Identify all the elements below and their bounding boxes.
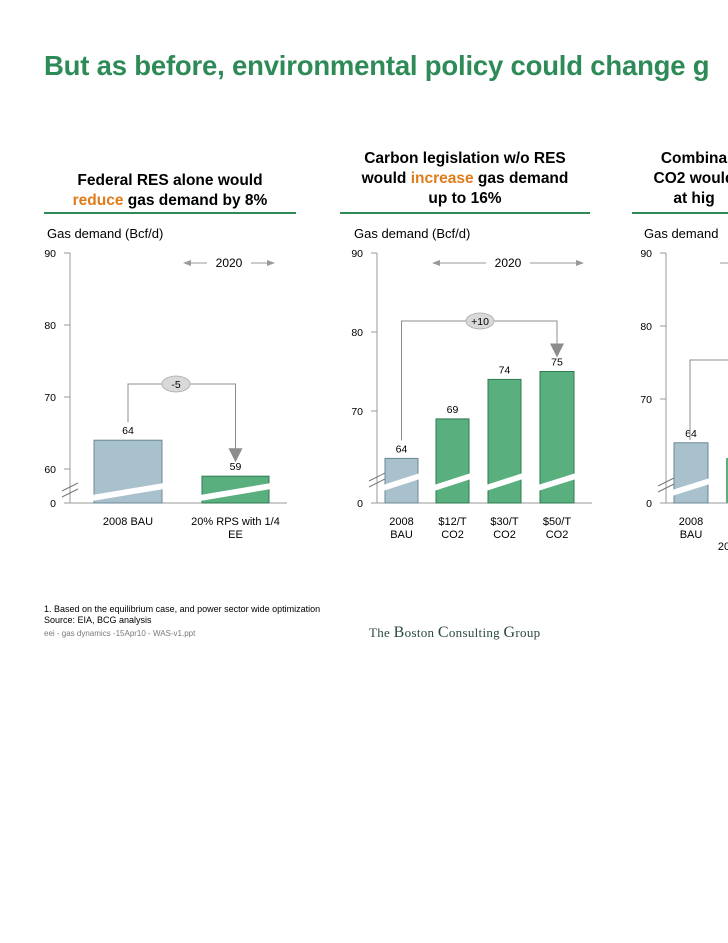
highlight-word: increase: [411, 170, 474, 187]
bar-break: [92, 483, 164, 501]
chart-header-line: Combina: [661, 150, 728, 167]
header-text: Federal RES alone would: [77, 172, 262, 189]
y-axis-label: Gas demand (Bcf/d): [354, 226, 470, 241]
bcg-logo: The Boston Consulting Group: [369, 624, 541, 641]
bar: [673, 442, 709, 504]
bar-break: [486, 473, 523, 491]
footnote: 1. Based on the equilibrium case, and po…: [44, 604, 321, 614]
data-label: 69: [447, 404, 459, 416]
x-tick-label: BAU: [680, 529, 703, 541]
bar-break: [538, 473, 576, 491]
x-tick-label: CO2: [493, 529, 516, 541]
y-tick-label: 70: [44, 392, 56, 404]
data-label: 64: [685, 428, 697, 440]
data-label: 64: [396, 443, 408, 455]
data-label: 74: [499, 364, 511, 376]
down-arrow-icon: [550, 343, 564, 358]
bar-break: [672, 478, 710, 496]
header-text: would: [361, 170, 411, 187]
y-tick-label: 70: [351, 406, 363, 418]
data-label: 59: [230, 461, 242, 473]
x-tick-label: EE: [228, 529, 243, 541]
header-text: up to 16%: [428, 190, 501, 207]
header-text: gas demand by 8%: [123, 192, 267, 209]
delta-bubble: [161, 375, 191, 393]
bar: [726, 458, 728, 503]
page-title: But as before, environmental policy coul…: [44, 50, 710, 81]
source-note: Source: EIA, BCG analysis: [44, 615, 152, 625]
x-tick-label: $12/T: [438, 516, 466, 528]
y-tick-label: 70: [640, 394, 652, 406]
chart-header-line: Carbon legislation w/o RES: [364, 150, 566, 167]
down-arrow-icon: [228, 448, 243, 463]
delta-bracket: [689, 359, 728, 440]
axis-break-icon: [657, 477, 675, 493]
delta-label: +10: [471, 316, 489, 328]
bar-break: [200, 483, 271, 501]
chart-header-line: at hig: [673, 190, 714, 207]
arrow-left-icon: [432, 260, 440, 266]
y-tick-label: 90: [640, 248, 652, 260]
y-axis-label: Gas demand (Bcf/d): [47, 226, 163, 241]
y-tick-label: 80: [351, 327, 363, 339]
chart-header-line: would increase gas demand: [361, 170, 569, 187]
chart-header-line: CO2 would: [654, 170, 728, 187]
delta-bracket: [401, 320, 558, 441]
x-tick-label: $50/T: [543, 516, 571, 528]
y-tick-label: 90: [44, 248, 56, 260]
header-text: Combina: [661, 150, 728, 167]
y-tick-label: 90: [351, 248, 363, 260]
x-tick-label: 2008: [679, 516, 703, 528]
y-tick-label: 0: [357, 498, 363, 510]
y-tick-label: 80: [640, 321, 652, 333]
header-text: gas demand: [474, 170, 569, 187]
axis-break-icon: [61, 482, 79, 498]
period-label: 2020: [216, 256, 243, 270]
arrow-right-icon: [267, 260, 275, 266]
y-tick-label: 0: [646, 498, 652, 510]
y-tick-label: 0: [50, 498, 56, 510]
delta-label: -5: [171, 379, 180, 391]
arrow-left-icon: [183, 260, 191, 266]
x-tick-label: CO2: [546, 529, 569, 541]
x-tick-label: 2008: [389, 516, 413, 528]
x-tick-label: BAU: [390, 529, 413, 541]
x-tick-label: 2008 BAU: [103, 516, 153, 528]
x-tick-label: CO2: [441, 529, 464, 541]
header-text: at hig: [673, 190, 714, 207]
x-tick-label: 20% RPS with 1/4: [191, 516, 280, 528]
chart-header-line: Federal RES alone would: [77, 172, 262, 189]
y-axis-label: Gas demand: [644, 226, 718, 241]
period-label: 2020: [495, 256, 522, 270]
highlight-word: reduce: [73, 192, 124, 209]
header-text: CO2 would: [654, 170, 728, 187]
header-text: Carbon legislation w/o RES: [364, 150, 566, 167]
bar: [435, 418, 470, 504]
chart-header-line: up to 16%: [428, 190, 501, 207]
file-name: eei - gas dynamics -15Apr10 - WAS-v1.ppt: [44, 629, 196, 638]
data-label: 64: [122, 425, 134, 437]
chart-header-line: reduce gas demand by 8%: [73, 192, 268, 209]
bar-break: [434, 473, 471, 491]
period-label: 20: [718, 541, 728, 553]
y-tick-label: 60: [44, 464, 56, 476]
x-tick-label: $30/T: [490, 516, 518, 528]
data-label: 75: [551, 357, 563, 369]
bar-break: [383, 473, 420, 491]
delta-bubble: [465, 312, 495, 330]
y-tick-label: 80: [44, 320, 56, 332]
axis-break-icon: [368, 472, 386, 488]
arrow-right-icon: [576, 260, 584, 266]
